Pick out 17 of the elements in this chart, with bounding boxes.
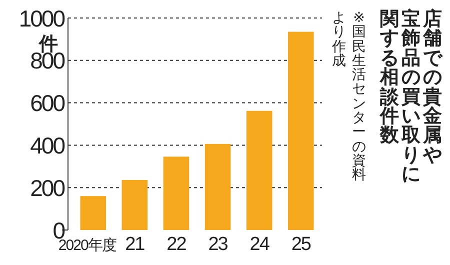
- bar: [204, 144, 231, 230]
- x-tick-label: 21: [125, 234, 145, 255]
- bar: [122, 180, 148, 230]
- chart-title: 店舗での貴金属や宝飾品の買い取りに関する相談件数: [380, 9, 442, 185]
- bar: [163, 156, 190, 230]
- x-tick-label: 23: [208, 234, 228, 255]
- y-tick-label: 400: [30, 132, 65, 158]
- bar: [246, 110, 272, 230]
- bar: [80, 196, 106, 230]
- x-tick-label: 24: [250, 234, 270, 255]
- y-tick-label: 200: [30, 174, 65, 201]
- y-tick-label: 1000: [18, 5, 65, 32]
- bar: [288, 32, 314, 230]
- y-tick-label: 600: [30, 90, 65, 116]
- x-tick-label: 22: [166, 234, 186, 255]
- text: ※国民生活センターの資料より作成: [332, 9, 366, 182]
- x-tick-label: 25: [291, 234, 311, 255]
